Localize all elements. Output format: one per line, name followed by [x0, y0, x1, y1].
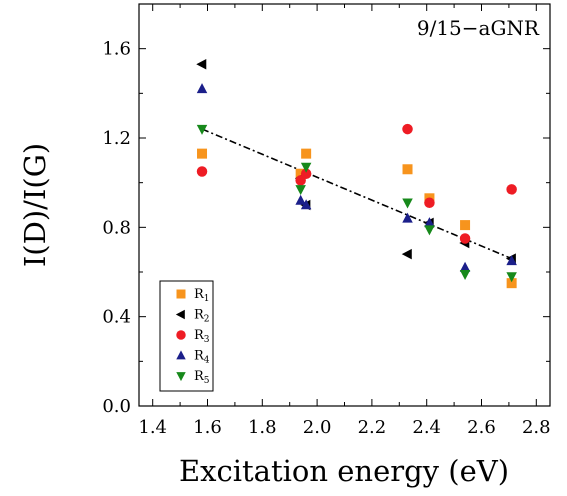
- data-point-r5: [300, 162, 312, 173]
- data-point-r1: [295, 168, 306, 179]
- data-point-r5: [196, 124, 208, 135]
- y-tick-label: 1.2: [102, 128, 131, 149]
- data-point-r5: [459, 269, 471, 280]
- data-point-r1: [460, 220, 471, 231]
- data-point-r2: [401, 248, 412, 260]
- y-tick-label: 1.6: [102, 39, 131, 60]
- legend-marker-r4: [176, 350, 186, 360]
- x-tick-label: 2.6: [467, 417, 496, 438]
- chart-annotation: 9/15−aGNR: [417, 16, 540, 40]
- x-tick-label: 1.6: [193, 417, 222, 438]
- x-tick-label: 2.2: [358, 417, 387, 438]
- data-point-r1: [402, 164, 413, 175]
- data-point-r1: [197, 148, 208, 159]
- data-point-r4: [295, 194, 306, 205]
- data-point-r4: [196, 83, 208, 94]
- x-tick-label: 2.4: [412, 417, 441, 438]
- y-axis-title: I(D)/I(G): [18, 143, 52, 267]
- data-point-r3: [459, 233, 471, 244]
- data-point-r1: [301, 148, 312, 159]
- data-point-r5: [424, 225, 435, 236]
- data-point-r4: [459, 261, 471, 272]
- legend-box: [159, 280, 214, 392]
- fit-line: [201, 128, 512, 260]
- y-tick-label: 0.4: [102, 307, 131, 328]
- y-tick-label: 0.8: [102, 217, 131, 238]
- legend-marker-r1: [176, 289, 186, 299]
- data-point-r5: [506, 272, 517, 283]
- data-point-r4: [424, 217, 435, 228]
- data-point-r4: [506, 255, 517, 266]
- data-point-r3: [300, 168, 312, 179]
- data-point-r5: [402, 198, 413, 209]
- data-point-r3: [506, 184, 517, 195]
- legend-marker-r3: [176, 330, 186, 340]
- x-axis-title: Excitation energy (eV): [179, 454, 509, 488]
- x-tick-label: 1.4: [138, 417, 167, 438]
- data-point-r1: [506, 278, 517, 289]
- data-point-r4: [300, 199, 312, 210]
- data-point-r2: [196, 59, 207, 70]
- y-tick-label: 0.0: [102, 396, 131, 417]
- x-tick-label: 2.8: [522, 417, 551, 438]
- data-point-r3: [424, 197, 435, 209]
- data-point-r3: [196, 166, 208, 177]
- fit-line-group: [201, 128, 512, 260]
- data-point-r5: [295, 185, 306, 196]
- x-tick-label: 1.8: [248, 417, 277, 438]
- legend-marker-r2: [175, 309, 185, 320]
- data-points: [196, 59, 517, 289]
- data-point-r4: [402, 212, 413, 223]
- x-tick-label: 2.0: [303, 417, 332, 438]
- data-point-r3: [402, 123, 413, 135]
- axis-ticks: 1.4 1.6 1.8 2.0 2.2 2.4 2.6 2.8 0.0 0.4 0.8 1.2 1.6: [102, 3, 551, 438]
- legend-marker-r5: [176, 372, 186, 382]
